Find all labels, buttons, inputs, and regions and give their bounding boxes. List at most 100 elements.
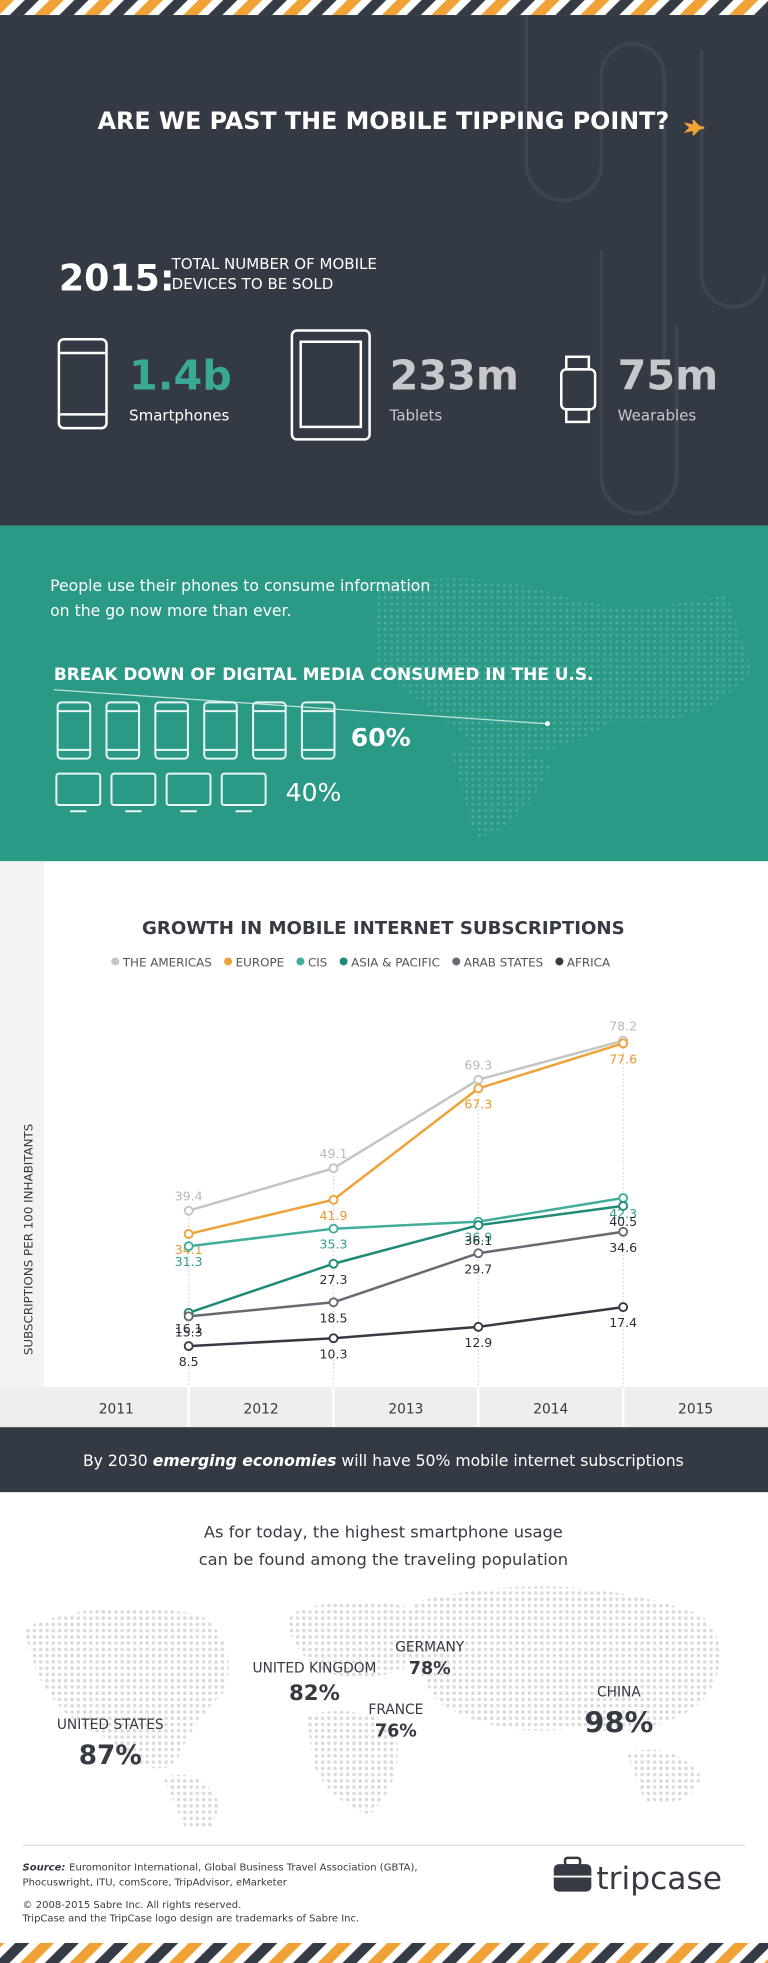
mobile-icons (56, 701, 336, 760)
chart-title: GROWTH IN MOBILE INTERNET SUBSCRIPTIONS (142, 918, 625, 939)
banner-part: By 2030 (83, 1451, 153, 1470)
data-label: 16.1 (175, 1321, 203, 1336)
banner-part: will have 50% mobile internet subscripti… (336, 1451, 683, 1470)
data-point (328, 1258, 339, 1269)
series-line (188, 1204, 624, 1315)
legend-swatch (452, 957, 461, 966)
desktop-share: 40% (286, 778, 342, 807)
country-share: 82% (289, 1681, 340, 1706)
legend-swatch (339, 957, 348, 966)
data-point (618, 1226, 629, 1237)
data-label: 49.1 (320, 1146, 348, 1161)
series-line (188, 1305, 624, 1348)
data-point (618, 1038, 629, 1049)
data-point (473, 1321, 484, 1332)
phone (203, 701, 238, 760)
stripe-top (0, 0, 768, 16)
logo (553, 1856, 592, 1892)
data-point (473, 1074, 484, 1085)
data-point (183, 1311, 194, 1322)
legend-swatch (555, 957, 564, 966)
banner-emphasis: emerging economies (153, 1451, 337, 1470)
tablet-icon (290, 329, 371, 441)
x-tick-label: 2015 (678, 1401, 713, 1417)
watch-icon (565, 408, 591, 424)
country: FRANCE (368, 1702, 423, 1718)
country: GERMANY (395, 1639, 465, 1655)
plane-icon (683, 119, 705, 136)
data-label: 27.3 (320, 1272, 348, 1287)
media-title: BREAK DOWN OF DIGITAL MEDIA CONSUMED IN … (54, 664, 594, 684)
data-point (328, 1163, 339, 1174)
country-share: 76% (375, 1721, 417, 1741)
x-band (0, 1387, 768, 1428)
caption-line: TOTAL NUMBER OF MOBILE (171, 255, 377, 273)
country: CHINA (597, 1684, 641, 1700)
desktop-icons (55, 772, 267, 813)
source: Phocuswright, ITU, comScore, TripAdvisor… (23, 1877, 288, 1888)
phone (154, 701, 189, 760)
x-tick-label: 2012 (244, 1401, 279, 1417)
y-band (0, 861, 44, 1388)
data-label: 41.9 (320, 1208, 348, 1223)
year: 2015: (59, 256, 175, 299)
monitor (110, 772, 157, 806)
x-tick-label: 2013 (388, 1401, 423, 1417)
source-label: Source: (23, 1862, 66, 1873)
series-line (188, 1230, 624, 1318)
banner-text: By 2030 emerging economies will have 50%… (83, 1451, 684, 1470)
data-label: 18.5 (320, 1310, 348, 1325)
pointer (544, 721, 551, 727)
legend-label: THE AMERICAS (122, 955, 212, 969)
series-line (188, 1196, 624, 1248)
brand: tripcase (596, 1861, 722, 1897)
y-axis-label: SUBSCRIPTIONS PER 100 INHABITANTS (22, 1124, 36, 1355)
phone (105, 701, 141, 760)
data-point (473, 1248, 484, 1259)
data-label: 17.4 (609, 1315, 637, 1330)
phone (300, 701, 336, 760)
data-label: 12.9 (464, 1335, 492, 1350)
device-count: 75m (618, 351, 719, 399)
legend-swatch (296, 957, 305, 966)
data-label: 78.2 (609, 1019, 637, 1034)
header-bg (0, 15, 768, 526)
copyright: © 2008-2015 Sabre Inc. All rights reserv… (23, 1900, 242, 1911)
source-text: Source: Euromonitor International, Global… (23, 1862, 418, 1873)
series-line (188, 1039, 624, 1212)
x-tick-label: 2014 (533, 1401, 568, 1417)
pointer (53, 689, 546, 725)
legend-label: ASIA & PACIFIC (351, 955, 440, 969)
data-label: 34.6 (609, 1240, 637, 1255)
data-label: 15.3 (175, 1324, 203, 1339)
data-label: 39.4 (175, 1189, 203, 1204)
country-share: 78% (409, 1659, 451, 1679)
travel-intro: As for today, the highest smartphone usa… (204, 1522, 563, 1541)
data-point (618, 1200, 629, 1211)
data-point (618, 1193, 629, 1203)
data-label: 10.3 (320, 1346, 348, 1361)
data-label: 36.9 (464, 1230, 492, 1245)
x-tick-label: 2011 (99, 1401, 134, 1417)
legend-label: AFRICA (567, 955, 611, 969)
data-point (183, 1229, 194, 1239)
data-point (473, 1083, 484, 1094)
data-point (183, 1241, 194, 1252)
legend-swatch (224, 957, 233, 966)
monitor (220, 772, 267, 806)
data-point (328, 1297, 339, 1308)
data-label: 77.6 (609, 1051, 637, 1066)
data-label: 69.3 (464, 1058, 492, 1073)
stripe-bottom (0, 1942, 768, 1963)
phone (56, 701, 92, 760)
country-share: 98% (584, 1706, 653, 1740)
country: UNITED STATES (57, 1717, 164, 1733)
data-label: 40.5 (609, 1214, 637, 1229)
caption-line: DEVICES TO BE SOLD (172, 275, 334, 293)
data-label: 36.1 (464, 1233, 492, 1248)
monitor (55, 772, 102, 806)
banner-bg (0, 1427, 768, 1493)
line-chart: 2011 2012 2013 2014 2015 THE AMERICAS EUROPE CI… (99, 955, 713, 1428)
